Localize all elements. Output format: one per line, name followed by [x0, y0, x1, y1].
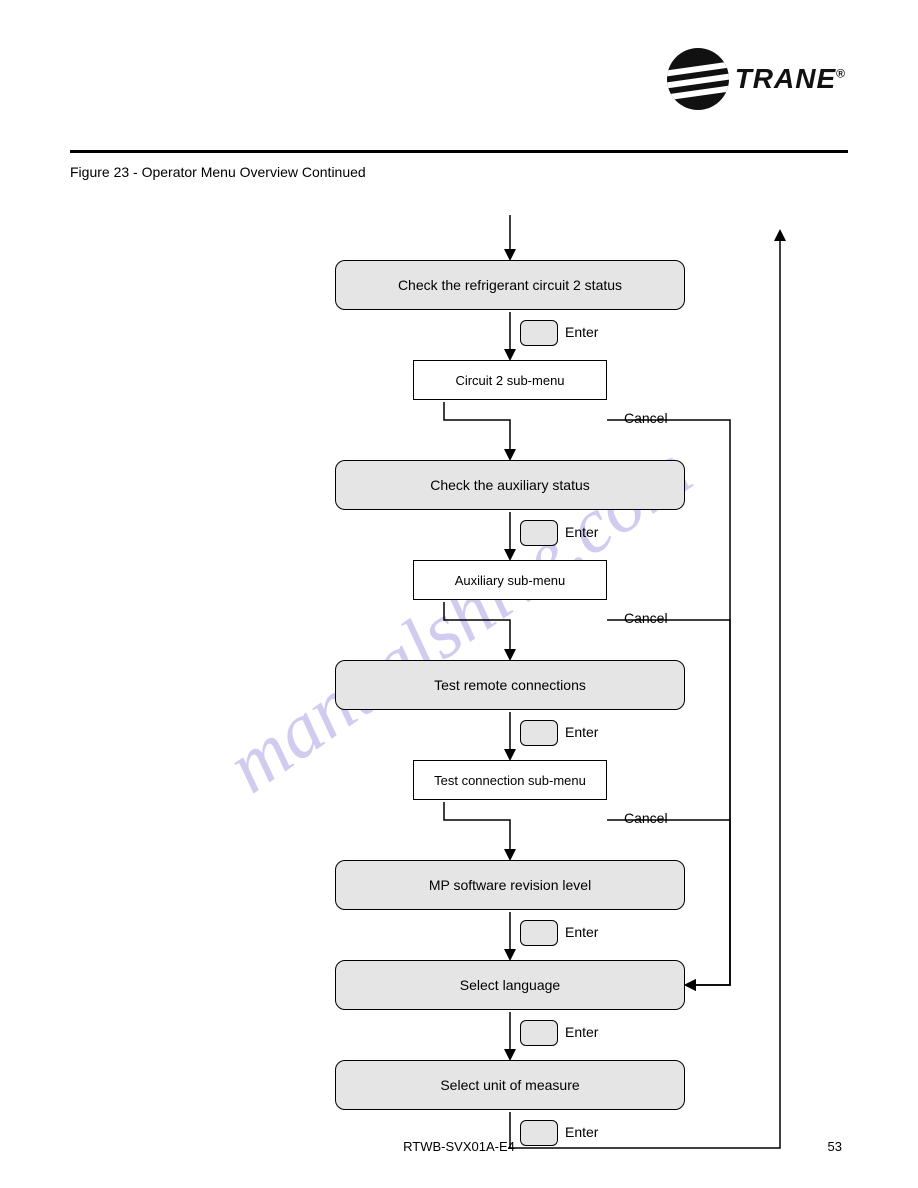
flow-step: MP software revision level [335, 860, 685, 910]
flow-label: Cancel [624, 410, 668, 426]
enter-key-icon [520, 1020, 558, 1046]
flow-submenu: Auxiliary sub-menu [413, 560, 607, 600]
flow-step: Select language [335, 960, 685, 1010]
flow-label: Cancel [624, 810, 668, 826]
enter-key-icon [520, 520, 558, 546]
flow-label: Enter [565, 1024, 598, 1040]
flow-step: Check the auxiliary status [335, 460, 685, 510]
enter-key-icon [520, 920, 558, 946]
flow-label: Cancel [624, 610, 668, 626]
flow-label: Enter [565, 524, 598, 540]
footer-doc-id: RTWB-SVX01A-E4 [0, 1139, 918, 1154]
flow-label: Enter [565, 324, 598, 340]
flow-submenu: Circuit 2 sub-menu [413, 360, 607, 400]
flow-label: Enter [565, 1124, 598, 1140]
enter-key-icon [520, 720, 558, 746]
flowchart: Check the refrigerant circuit 2 status En… [0, 0, 918, 1188]
page: TRANE® Figure 23 - Operator Menu Overvie… [0, 0, 918, 1188]
flow-step: Check the refrigerant circuit 2 status [335, 260, 685, 310]
enter-key-icon [520, 320, 558, 346]
flow-label: Enter [565, 924, 598, 940]
flow-step: Select unit of measure [335, 1060, 685, 1110]
flow-label: Enter [565, 724, 598, 740]
flow-submenu: Test connection sub-menu [413, 760, 607, 800]
flow-step: Test remote connections [335, 660, 685, 710]
page-number: 53 [828, 1139, 842, 1154]
